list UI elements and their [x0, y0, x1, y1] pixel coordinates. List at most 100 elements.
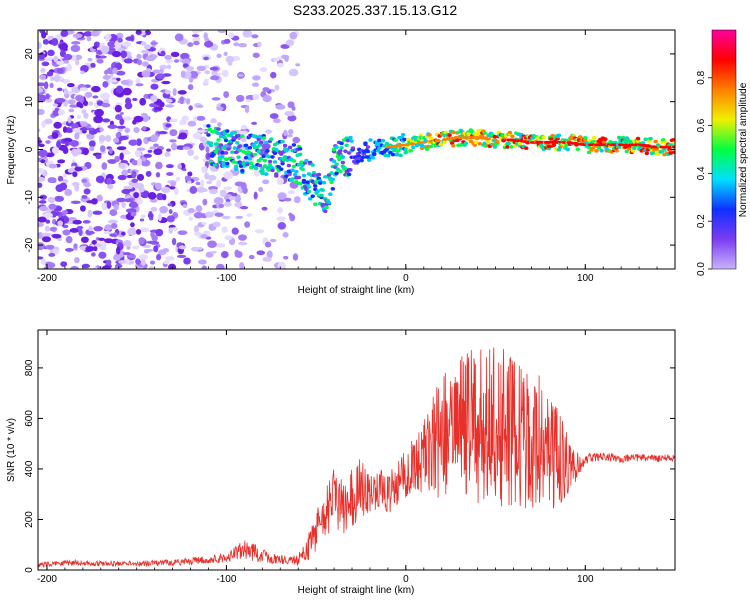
spectrogram-ridge-blob [264, 140, 269, 145]
spectrogram-noise-blob [295, 63, 301, 67]
spectrogram-ridge-blob [419, 146, 425, 150]
spectrogram-ridge-blob [297, 181, 303, 186]
spectrogram-noise-blob [98, 251, 107, 259]
spectrogram-noise-blob [115, 132, 121, 138]
spectrogram-noise-blob [291, 106, 296, 111]
spectrogram-noise-blob [62, 146, 69, 155]
spectrogram-noise-blob [92, 95, 99, 99]
spectrogram-noise-blob [270, 71, 277, 79]
spectrogram-noise-blob [274, 84, 280, 91]
spectrogram-noise-blob [149, 260, 156, 265]
spectrogram-ridge-blob [348, 168, 353, 172]
spectrogram-ridge-blob [313, 184, 318, 188]
spectrogram-ridge-blob [301, 173, 307, 178]
spectrogram-ridge-blob [222, 135, 227, 140]
spectrogram-noise-blob [124, 127, 131, 134]
spectrogram-noise-blob [102, 74, 111, 80]
spectrogram-ridge-blob [206, 124, 211, 128]
spectrogram-noise-blob [139, 227, 150, 233]
spectrogram-noise-blob [153, 148, 163, 156]
spectrogram-ridge-blob [380, 138, 386, 143]
spectrogram-x-ticks: -200 -100 0 100 [37, 30, 676, 284]
spectrogram-noise-blob [62, 178, 69, 184]
spectrogram-ridge-blob [261, 136, 266, 140]
colorbar-gradient [712, 30, 736, 269]
spectrogram-noise-blob [72, 33, 83, 39]
spectrogram-noise-blob [92, 210, 103, 215]
spectrogram-noise-blob [143, 44, 151, 50]
spectrogram-noise-blob [82, 220, 91, 224]
spectrogram-ridge-blob [329, 180, 334, 185]
spectrogram-ridge-blob [507, 130, 513, 135]
spectrogram-noise-blob [62, 229, 71, 236]
spectrogram-noise-blob [159, 64, 168, 70]
spectrogram-noise-blob [67, 90, 74, 96]
spectrogram-noise-blob [67, 99, 76, 105]
spectrogram-ridge-blob [466, 132, 471, 136]
spectrogram-ridge-blob [395, 149, 401, 153]
spectrogram-noise-blob [204, 70, 211, 75]
spectrogram-ridge-blob [338, 148, 343, 153]
spectrogram-noise-blob [106, 200, 112, 209]
spectrogram-noise-blob [262, 87, 270, 92]
spectrogram-noise-blob [288, 129, 294, 135]
spectrogram-noise-blob [187, 120, 197, 127]
spectrogram-ridge-blob [267, 162, 273, 167]
spectrogram-noise-blob [202, 123, 208, 128]
spectrogram-noise-blob [188, 216, 193, 221]
spectrogram-noise-blob [48, 203, 57, 210]
spectrogram-noise-blob [288, 68, 299, 77]
snr-series-line [38, 347, 675, 568]
spectrogram-noise-blob [244, 105, 250, 114]
spectrogram-ridge-blob [339, 141, 344, 146]
spectrogram-ridge-blob [261, 154, 266, 159]
spectrogram-noise-blob [147, 213, 154, 219]
spectrogram-noise-blob [251, 121, 258, 125]
spectrogram-noise-blob [38, 182, 43, 188]
spectrogram-noise-blob [223, 51, 228, 56]
spectrogram-noise-blob [261, 206, 268, 211]
spectrogram-ridge-blob [262, 158, 268, 163]
spectrogram-ridge-blob [627, 147, 632, 151]
spectrogram-noise-blob [63, 60, 70, 64]
spectrogram-noise-blob [152, 69, 162, 74]
snr-frame [37, 329, 676, 571]
spectrogram-noise-blob [45, 93, 50, 100]
spectrogram-noise-blob [145, 170, 152, 177]
spectrogram-noise-blob [164, 151, 171, 157]
spectrogram-noise-blob [193, 155, 200, 160]
spectrogram-noise-blob [150, 134, 159, 143]
spectrogram-ridge-blob [660, 137, 666, 142]
spectrogram-noise-blob [88, 140, 96, 148]
spectrogram-noise-blob [210, 75, 220, 81]
spectrogram-noise-blob [119, 135, 129, 141]
spectrogram-noise-blob [177, 163, 182, 170]
spectrogram-ridge-blob [482, 131, 487, 135]
spectrogram-noise-blob [233, 192, 238, 197]
spectrogram-ridge-blob [623, 145, 628, 149]
spectrogram-noise-blob [66, 63, 73, 72]
spectrogram-ridge-blob [247, 156, 253, 161]
spectrogram-ridge-blob [367, 158, 372, 162]
spectrogram-noise-blob [106, 259, 112, 266]
spectrogram-noise-blob [284, 110, 295, 117]
spectrogram-noise-blob [122, 252, 132, 256]
spectrogram-noise-blob [135, 229, 142, 235]
spectrogram-noise-blob [128, 202, 138, 208]
spectrogram-noise-blob [276, 177, 285, 185]
spectrogram-ridge-blob [458, 143, 464, 147]
spectrogram-noise-blob [204, 37, 210, 42]
spectrogram-ridge-blob [338, 169, 343, 174]
spectrogram-noise-blob [117, 174, 127, 181]
spectrogram-noise-blob [40, 159, 46, 164]
spectrogram-noise-blob [119, 152, 124, 161]
spectrogram-noise-blob [88, 101, 94, 106]
spectrogram-noise-blob [262, 95, 272, 103]
spectrogram-noise-blob [223, 38, 231, 44]
spectrogram-y-tick-label: -10 [24, 190, 35, 205]
spectrogram-noise-blob [122, 87, 132, 96]
spectrogram-noise-blob [280, 44, 290, 49]
spectrogram-noise-blob [115, 32, 124, 39]
spectrogram-ridge-blob [616, 145, 622, 149]
spectrogram-ridge-blob [216, 127, 221, 131]
